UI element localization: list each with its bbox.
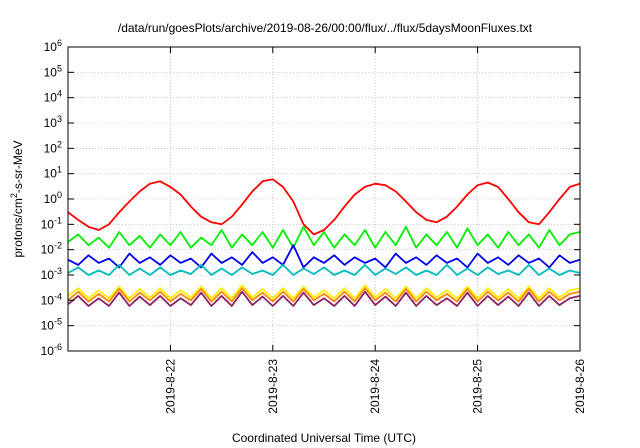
y-tick-label-base: 10 bbox=[41, 344, 55, 358]
y-axis-label: protons/cm2-s-sr-MeV bbox=[9, 140, 25, 257]
y-tick-label-base: 10 bbox=[44, 91, 58, 105]
chart-title: /data/run/goesPlots/archive/2019-08-26/0… bbox=[118, 21, 533, 35]
y-tick-label: 10-2 bbox=[41, 241, 62, 257]
y-tick-label: 10-3 bbox=[41, 266, 62, 282]
y-tick-label: 103 bbox=[44, 114, 62, 130]
y-tick-label-exponent: 3 bbox=[57, 114, 62, 124]
series-line-1 bbox=[67, 178, 581, 236]
y-axis-label-unit: -s-sr-MeV bbox=[11, 140, 25, 193]
y-tick-label-base: 10 bbox=[44, 167, 58, 181]
y-axis-label-main: protons/cm bbox=[11, 198, 25, 257]
y-tick-label: 100 bbox=[44, 190, 62, 206]
y-axis-label-exponent: 2 bbox=[9, 193, 19, 198]
series-lines bbox=[67, 178, 581, 307]
y-tick-label-exponent: -4 bbox=[54, 291, 62, 301]
y-tick-label: 101 bbox=[44, 165, 62, 181]
series-line-2 bbox=[67, 225, 581, 249]
y-tick-label-exponent: -6 bbox=[54, 342, 62, 352]
y-tick-label-base: 10 bbox=[41, 268, 55, 282]
series-line-6 bbox=[67, 287, 581, 303]
x-tick-label: 2019-8-26 bbox=[573, 359, 587, 414]
x-tick-label: 2019-8-25 bbox=[471, 359, 485, 414]
y-tick-label: 102 bbox=[44, 139, 62, 155]
y-tick-label-exponent: 1 bbox=[57, 165, 62, 175]
y-tick-label-base: 10 bbox=[44, 192, 58, 206]
x-axis-label: Coordinated Universal Time (UTC) bbox=[232, 431, 416, 445]
y-tick-label-exponent: 2 bbox=[57, 139, 62, 149]
y-tick-label-base: 10 bbox=[44, 141, 58, 155]
y-tick-label-exponent: 0 bbox=[57, 190, 62, 200]
x-tick-label: 2019-8-24 bbox=[368, 359, 382, 414]
series-line-4 bbox=[67, 263, 581, 276]
x-tick-label: 2019-8-22 bbox=[163, 359, 177, 414]
y-tick-label-base: 10 bbox=[41, 319, 55, 333]
y-tick-label-base: 10 bbox=[41, 243, 55, 257]
y-tick-label-exponent: -2 bbox=[54, 241, 62, 251]
y-tick-label: 10-4 bbox=[41, 291, 62, 307]
y-tick-label: 10-1 bbox=[41, 215, 62, 231]
y-tick-label-base: 10 bbox=[44, 40, 58, 54]
x-tick-label: 2019-8-23 bbox=[266, 359, 280, 414]
y-tick-label-base: 10 bbox=[44, 116, 58, 130]
y-tick-label-base: 10 bbox=[41, 293, 55, 307]
series-line-3 bbox=[67, 244, 581, 269]
y-tick-label: 104 bbox=[44, 89, 62, 105]
y-tick-label-exponent: -1 bbox=[54, 215, 62, 225]
y-axis-ticks: 10-610-510-410-310-210-11001011021031041… bbox=[41, 38, 580, 358]
x-axis-ticks: 2019-8-22 2019-8-23 2019-8-24 2019-8-25 2019… bbox=[163, 47, 587, 414]
series-line-7 bbox=[67, 290, 581, 307]
y-tick-label-exponent: 5 bbox=[57, 63, 62, 73]
y-tick-label-base: 10 bbox=[44, 65, 58, 79]
y-tick-label: 10-6 bbox=[41, 342, 62, 358]
y-tick-label-exponent: -5 bbox=[54, 317, 62, 327]
y-tick-label-exponent: -3 bbox=[54, 266, 62, 276]
series-line-5 bbox=[67, 284, 581, 300]
y-tick-label: 106 bbox=[44, 38, 62, 54]
y-tick-label-base: 10 bbox=[41, 217, 55, 231]
y-tick-label-exponent: 4 bbox=[57, 89, 62, 99]
y-tick-label-exponent: 6 bbox=[57, 38, 62, 48]
y-tick-label: 105 bbox=[44, 63, 62, 79]
y-tick-label: 10-5 bbox=[41, 317, 62, 333]
